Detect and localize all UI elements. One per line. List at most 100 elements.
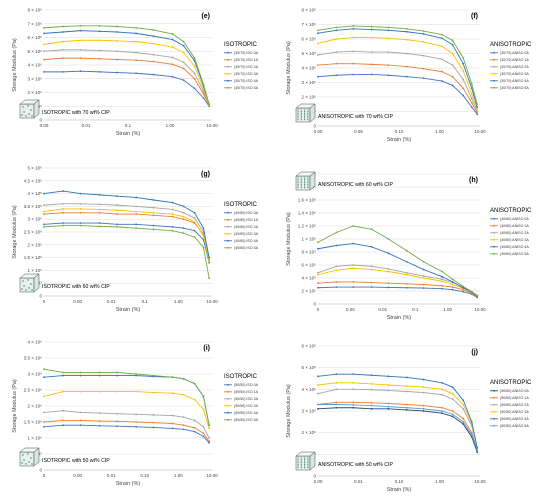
y-tick-label: 4 × 10⁶ [302,66,317,71]
legend-entry: (50/50) ISO 2A [234,397,259,401]
x-tick-label: 0.01 [107,299,116,304]
y-tick-label: 2.5 × 10⁶ [24,388,42,393]
x-axis-title: Strain (%) [116,307,141,313]
data-point [317,29,319,32]
data-point [451,283,454,286]
legend-entry: (30/70) ANISO 1A [500,58,529,62]
data-point [116,425,118,428]
data-point [422,378,425,381]
data-point [152,224,155,227]
series-line [317,225,478,296]
data-point [317,286,319,289]
data-point [476,110,479,113]
data-point [462,62,465,65]
data-point [98,374,101,377]
data-point [370,73,373,76]
data-point [62,31,64,33]
y-tick-label: 6 × 10⁵ [301,263,316,268]
data-point [152,73,155,76]
data-point [79,208,82,210]
y-axis-title: Storage Modulus (Pa) [12,379,18,433]
legend-marker [227,411,229,414]
data-point [441,33,443,36]
legend-marker [493,72,495,75]
data-point [182,428,185,431]
legend-entry: (50/50) ANISO 2A [500,403,529,407]
data-point [43,213,45,215]
annotation-label: ISOTROPIC with 50 wt% CIP [42,458,110,464]
series-line [43,208,210,262]
panel-label: (i) [203,345,210,352]
data-point [79,390,82,393]
data-point [352,404,355,406]
data-point [387,51,390,53]
data-point [152,211,155,214]
data-point [451,52,454,55]
data-point [135,32,137,35]
data-point [470,93,473,95]
data-point [422,391,425,394]
data-point [335,244,338,247]
data-point [352,62,355,65]
data-point [98,208,101,211]
x-tick-label: 0.01 [82,123,91,128]
sample-cube-icon [295,451,316,471]
data-point [152,414,155,416]
y-tick-label: 0 [313,302,316,307]
data-point [352,388,355,391]
data-point [462,403,465,406]
x-tick-label: 0.01 [354,479,363,484]
x-tick-label: 1.00 [435,129,444,134]
data-point [317,392,319,395]
data-point [202,227,205,230]
data-point [116,31,118,33]
data-point [79,371,82,374]
data-point [98,225,101,228]
data-point [182,40,185,43]
x-axis-title: Strain (%) [116,131,141,137]
data-point [135,227,137,230]
data-point [116,209,118,212]
data-point [98,222,101,224]
x-tick-label: 10.00 [474,479,486,484]
data-point [116,25,118,28]
data-point [352,281,355,283]
data-point [43,204,45,207]
data-point [98,371,101,374]
y-tick-label: 2.5 × 10⁶ [24,230,42,235]
y-tick-label: 1 × 10⁶ [302,237,317,242]
data-point [441,280,443,283]
legend-entry: (50/50) ANISO 4A [500,417,529,421]
data-point [182,215,185,218]
data-point [135,40,137,43]
data-point [116,223,118,226]
data-point [79,192,82,195]
series-line [317,243,478,297]
data-point [135,374,137,377]
data-point [116,195,118,198]
data-point [422,33,425,35]
data-point [182,211,185,214]
legend-entry: (30/70) ISO 0A [234,51,259,55]
data-point [370,25,373,28]
legend-marker [227,72,229,75]
data-point [387,389,390,392]
data-point [405,376,408,379]
data-point [335,231,338,234]
series-line [317,28,478,108]
data-point [116,50,118,53]
data-point [335,51,338,53]
data-point [422,54,425,57]
y-tick-label: 4.5 × 10⁶ [24,178,42,183]
data-point [79,57,82,60]
data-point [43,210,45,213]
data-point [387,384,390,386]
series-line [317,382,478,448]
data-point [152,199,155,201]
legend-entry: (40/60) ANISO 3A [500,238,529,242]
data-point [451,286,454,288]
data-point [387,238,390,240]
data-point [451,392,454,395]
data-point [470,431,473,434]
